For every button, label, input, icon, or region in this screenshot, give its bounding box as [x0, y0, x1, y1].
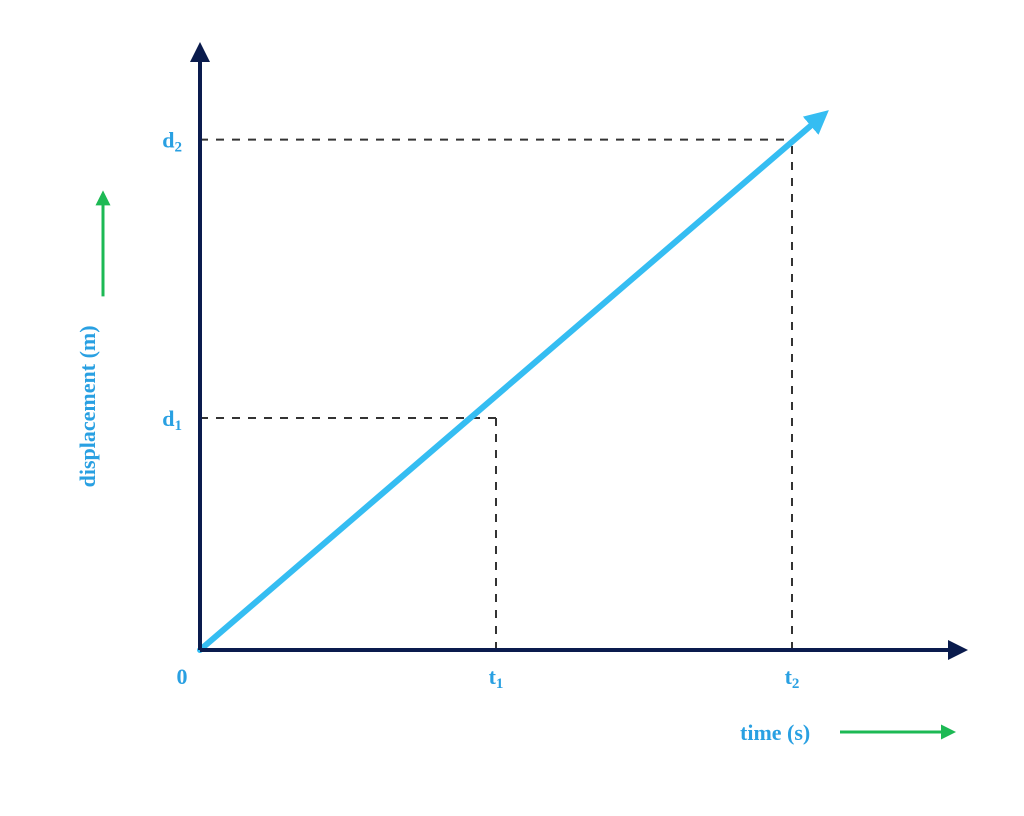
y-axis-label: displacement (m) [75, 325, 100, 487]
displacement-time-chart: 0t1t2d1d2time (s)displacement (m) [0, 0, 1024, 816]
x-axis-label: time (s) [740, 720, 810, 745]
origin-label: 0 [177, 664, 188, 689]
